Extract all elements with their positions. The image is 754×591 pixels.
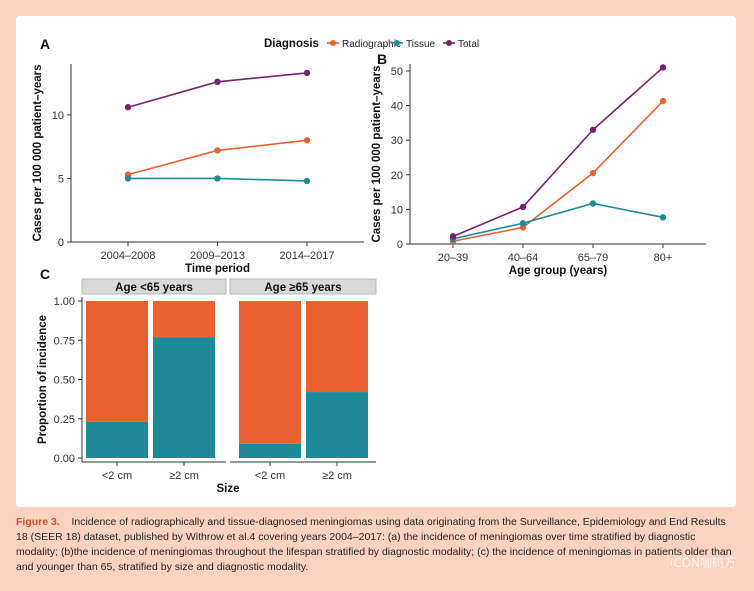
panel-a-point-radiographic [303, 137, 311, 144]
panel-b-x-tick-label: 40–64 [508, 252, 539, 264]
panel-c-facet-strip [81, 278, 227, 295]
figure-panel: Diagnosis Radiographic Tissue Total A 0 5 10 200… [16, 16, 736, 507]
panel-c-bar-radiographic [306, 301, 368, 393]
panel-b-y-tick-label: 30 [391, 135, 403, 147]
panel-b-series-line-tissue [452, 202, 664, 240]
panel-a-y-tick-label: 0 [58, 237, 64, 249]
panel-c-y-tick-label: 0.75 [54, 335, 75, 347]
watermark: ICON咖码万 [669, 556, 736, 570]
legend-label-tissue: Tissue [406, 39, 436, 50]
caption-figure-label: Figure 3. [16, 516, 60, 528]
panel-c-facet-title: Age ≥65 years [264, 282, 341, 294]
panel-b-x-axis-title: Age group (years) [509, 265, 608, 277]
panel-b-point-total [519, 203, 527, 211]
panel-c-bar-tissue [306, 392, 368, 458]
panel-a-point-total [303, 69, 311, 77]
panel-b-y-tick-label: 50 [391, 66, 403, 78]
panel-b-y-axis-title: Cases per 100 000 patient–years [371, 65, 383, 242]
panel-b-series-line-total [452, 66, 664, 238]
panel-a-label: A [40, 36, 50, 52]
legend-marker-tissue [394, 40, 400, 46]
panel-b-point-total [589, 126, 597, 133]
panel-a-y-tick-label: 5 [58, 173, 64, 185]
panel-c-bar-radiographic [86, 301, 148, 422]
legend-marker-radiographic [330, 40, 336, 46]
panel-a-x-tick-label: 2004–2008 [100, 250, 155, 262]
panel-b-y-tick-label: 0 [397, 239, 403, 251]
panel-c-y-tick-label: 0.50 [54, 375, 75, 387]
panel-a-y-axis-title: Cases per 100 000 patient–years [32, 64, 44, 241]
panel-b-x-tick-label: 65–79 [578, 252, 609, 264]
panel-c-x-tick-label: <2 cm [102, 470, 132, 482]
panel-b-point-tissue [589, 200, 597, 207]
panel-c-x-tick-label: <2 cm [255, 470, 285, 482]
legend-title: Diagnosis [264, 38, 319, 50]
panel-a-point-total [124, 104, 132, 111]
panel-c-y-tick-label: 1.00 [54, 296, 75, 308]
panel-a-x-axis-title: Time period [185, 263, 250, 275]
panel-b-point-tissue [519, 220, 527, 227]
panel-b-x-tick-label: 20–39 [438, 252, 469, 264]
panel-c-facet-strip [229, 278, 377, 295]
panel-c-x-tick-label: ≥2 cm [322, 470, 352, 482]
panel-b-y-tick-label: 40 [391, 101, 403, 113]
panel-a-series-line-radiographic [127, 139, 308, 176]
panel-b-x-tick-label: 80+ [654, 252, 673, 264]
legend-marker-total [446, 40, 452, 46]
panel-b-y-tick-label: 10 [391, 204, 403, 216]
panel-a-point-tissue [303, 177, 311, 185]
panel-b-series-line-radiographic [452, 100, 664, 243]
panel-a-point-total [214, 78, 221, 85]
panel-a-x-tick-label: 2009–2013 [190, 250, 245, 262]
panel-a-point-tissue [124, 175, 132, 182]
panel-c-bar-tissue [153, 337, 215, 458]
panel-b-y-tick-label: 20 [391, 170, 403, 182]
panel-a-y-tick-label: 10 [52, 110, 64, 122]
panel-a-point-radiographic [214, 147, 221, 154]
panel-a-series-line-total [127, 72, 308, 108]
panel-c-bar-radiographic [239, 301, 301, 444]
panel-c-facet-title: Age <65 years [115, 282, 193, 294]
figure-caption: Figure 3. Incidence of radiographically … [16, 515, 736, 575]
panel-c-y-tick-label: 0.25 [54, 414, 75, 426]
legend-label-radiographic: Radiographic [342, 39, 401, 50]
panel-b-point-radiographic [659, 97, 667, 105]
legend-label-total: Total [458, 39, 479, 50]
panel-c-y-axis-title: Proportion of incidence [37, 315, 49, 444]
panel-c-x-tick-label: ≥2 cm [169, 470, 199, 482]
panel-b-label: B [377, 51, 387, 67]
panel-b-point-tissue [659, 214, 667, 221]
panel-c-x-axis-title: Size [216, 483, 239, 495]
figure-svg: Diagnosis Radiographic Tissue TotalA0510200… [32, 36, 706, 495]
caption-text: Incidence of radiographically and tissue… [16, 516, 732, 573]
panel-c-y-tick-label: 0.00 [54, 453, 75, 465]
panel-a-x-tick-label: 2014–2017 [279, 250, 334, 262]
panel-b-point-total [449, 233, 457, 240]
panel-c-label: C [40, 266, 50, 282]
panel-b-point-radiographic [589, 169, 597, 177]
panel-b-point-total [659, 64, 667, 71]
panel-a-point-tissue [214, 175, 221, 182]
panel-c-bar-radiographic [153, 301, 215, 338]
panel-c-bar-tissue [239, 443, 301, 458]
panel-c-bar-tissue [86, 421, 148, 458]
